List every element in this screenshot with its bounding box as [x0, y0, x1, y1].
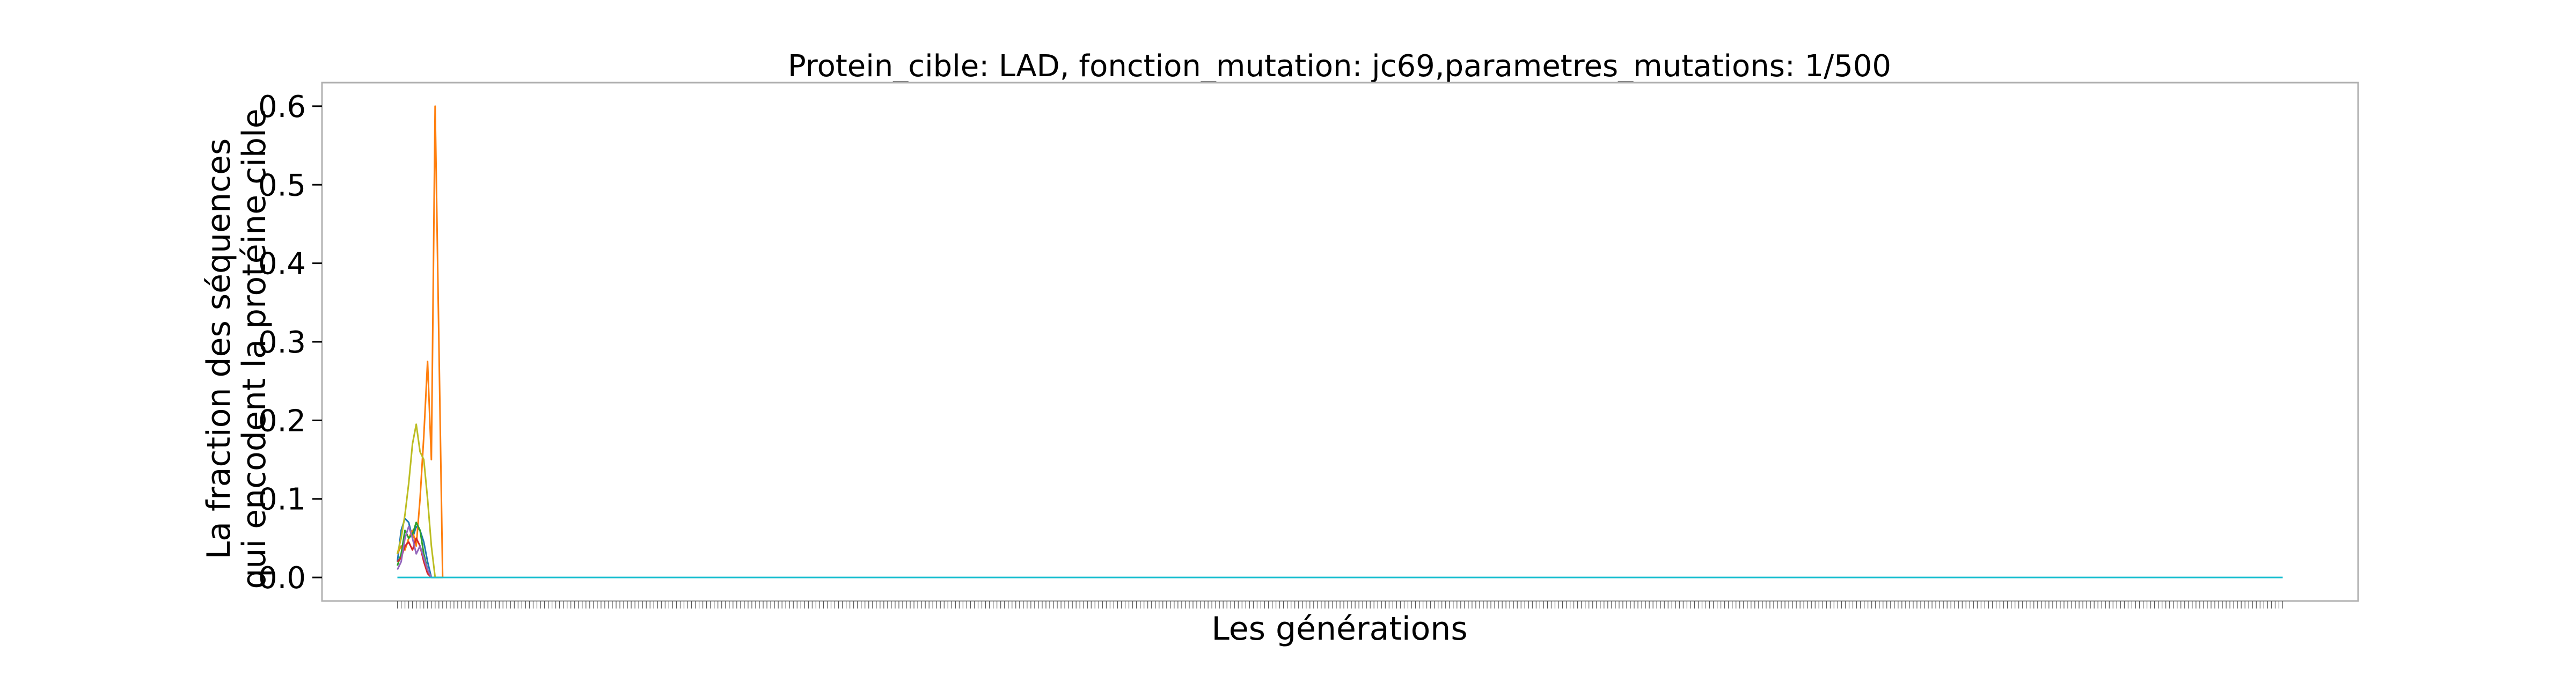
y-tick-label: 0.0: [258, 561, 306, 596]
y-tick-label: 0.2: [258, 404, 306, 438]
x-axis-label: Les générations: [1211, 610, 1467, 648]
series-line-5: [397, 525, 435, 578]
chart-title: Protein_cible: LAD, fonction_mutation: j…: [788, 49, 1891, 84]
plot-area: 0.0 0.1 0.2 0.3 0.4 0.5 0.6: [258, 82, 2359, 609]
x-axis-ticks: [397, 601, 2284, 609]
y-tick-label: 0.3: [258, 325, 306, 360]
y-tick-label: 0.6: [258, 90, 306, 124]
y-axis-label-line-1: La fraction des séquences: [200, 138, 238, 560]
series-line-2: [397, 105, 444, 578]
series-lines: [397, 105, 2283, 578]
y-axis-label-line-2: qui encodent la protéine cible: [236, 108, 273, 589]
y-tick-label: 0.5: [258, 168, 306, 203]
y-tick-label: 0.4: [258, 247, 306, 282]
y-tick-label: 0.1: [258, 482, 306, 517]
y-axis-ticks: 0.0 0.1 0.2 0.3 0.4 0.5 0.6: [258, 90, 322, 596]
